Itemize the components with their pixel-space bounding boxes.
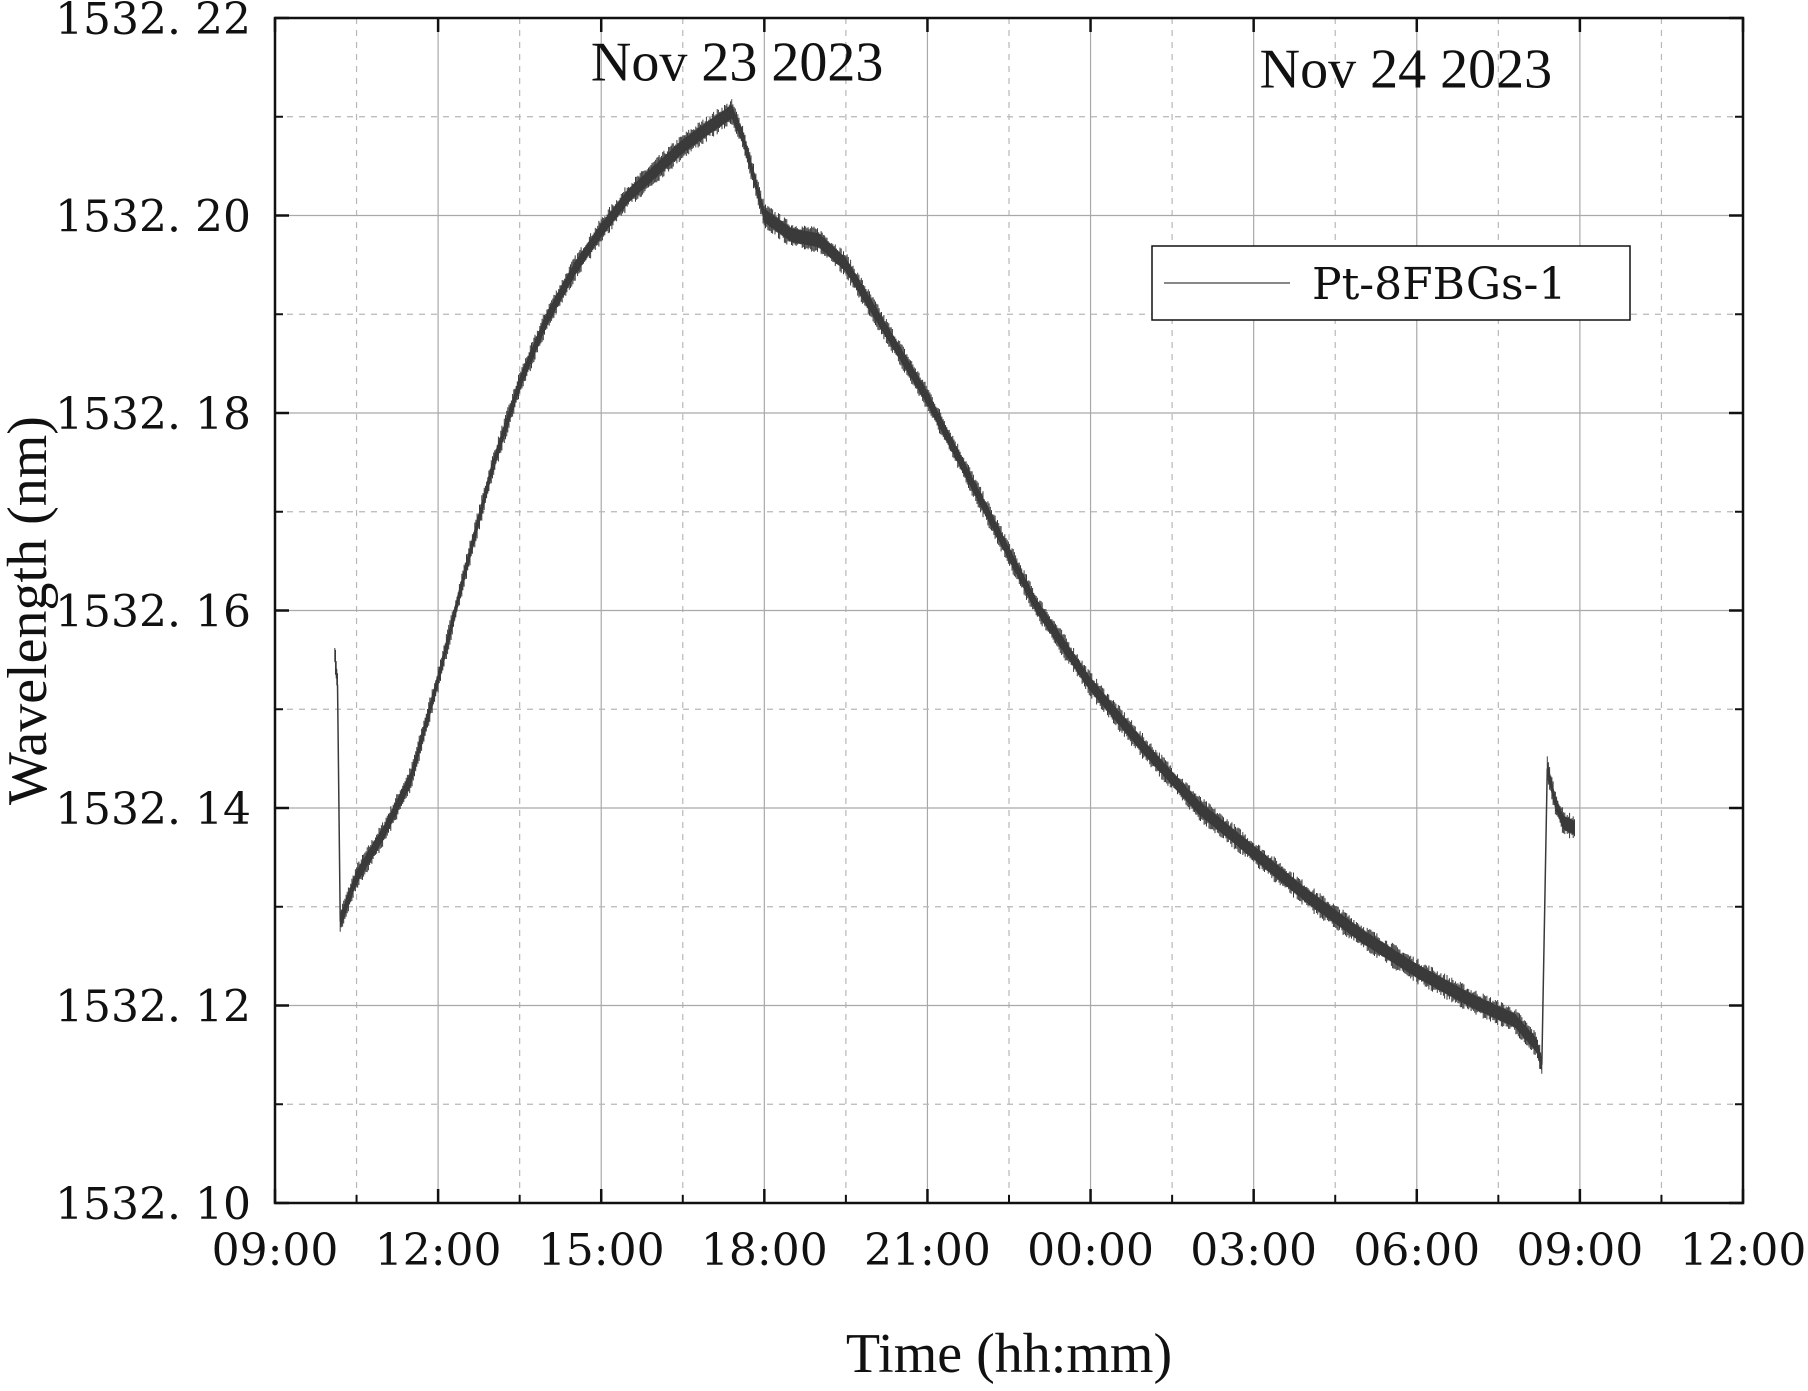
series-jump	[1541, 768, 1549, 1065]
x-tick-label: 09:00	[212, 1225, 339, 1276]
x-tick-label: 12:00	[1680, 1225, 1807, 1276]
tick-labels: 09:00 12:00 15:00 18:00 21:00 00:00 03:00 06:00…	[55, 0, 1806, 1276]
y-axis-title: Wavelength (nm)	[0, 416, 59, 805]
ticks	[273, 16, 1745, 1205]
y-tick-label: 1532. 14	[55, 784, 251, 835]
legend: Pt-8FBGs-1	[1151, 245, 1631, 321]
y-tick-label: 1532. 22	[55, 0, 251, 45]
annotation-nov-23: Nov 23 2023	[591, 31, 883, 93]
y-tick-label: 1532. 10	[55, 1179, 251, 1230]
x-tick-label: 06:00	[1353, 1225, 1480, 1276]
x-tick-label: 18:00	[701, 1225, 828, 1276]
grid	[275, 18, 1743, 1203]
x-tick-label: 12:00	[375, 1225, 502, 1276]
x-tick-label: 09:00	[1516, 1225, 1643, 1276]
x-axis-title: Time (hh:mm)	[846, 1323, 1172, 1385]
series-noise	[339, 99, 1543, 1074]
series-noise	[334, 648, 338, 696]
legend-label: Pt-8FBGs-1	[1312, 259, 1566, 310]
y-tick-label: 1532. 20	[55, 192, 251, 243]
series-noise	[1546, 756, 1575, 839]
series-jump	[336, 684, 341, 922]
series-Pt-8FBGs-1	[334, 99, 1575, 1074]
x-tick-label: 15:00	[538, 1225, 665, 1276]
x-tick-label: 21:00	[864, 1225, 991, 1276]
data-layer	[334, 99, 1575, 1074]
y-tick-label: 1532. 16	[55, 587, 251, 638]
x-tick-label: 03:00	[1190, 1225, 1317, 1276]
y-tick-label: 1532. 18	[55, 389, 251, 440]
y-tick-label: 1532. 12	[55, 982, 251, 1033]
x-tick-label: 00:00	[1027, 1225, 1154, 1276]
annotation-nov-24: Nov 24 2023	[1260, 38, 1552, 100]
